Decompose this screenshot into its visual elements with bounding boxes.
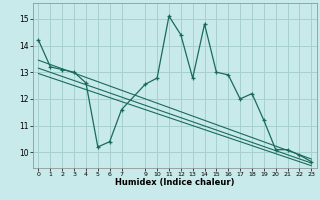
X-axis label: Humidex (Indice chaleur): Humidex (Indice chaleur) xyxy=(115,178,235,187)
